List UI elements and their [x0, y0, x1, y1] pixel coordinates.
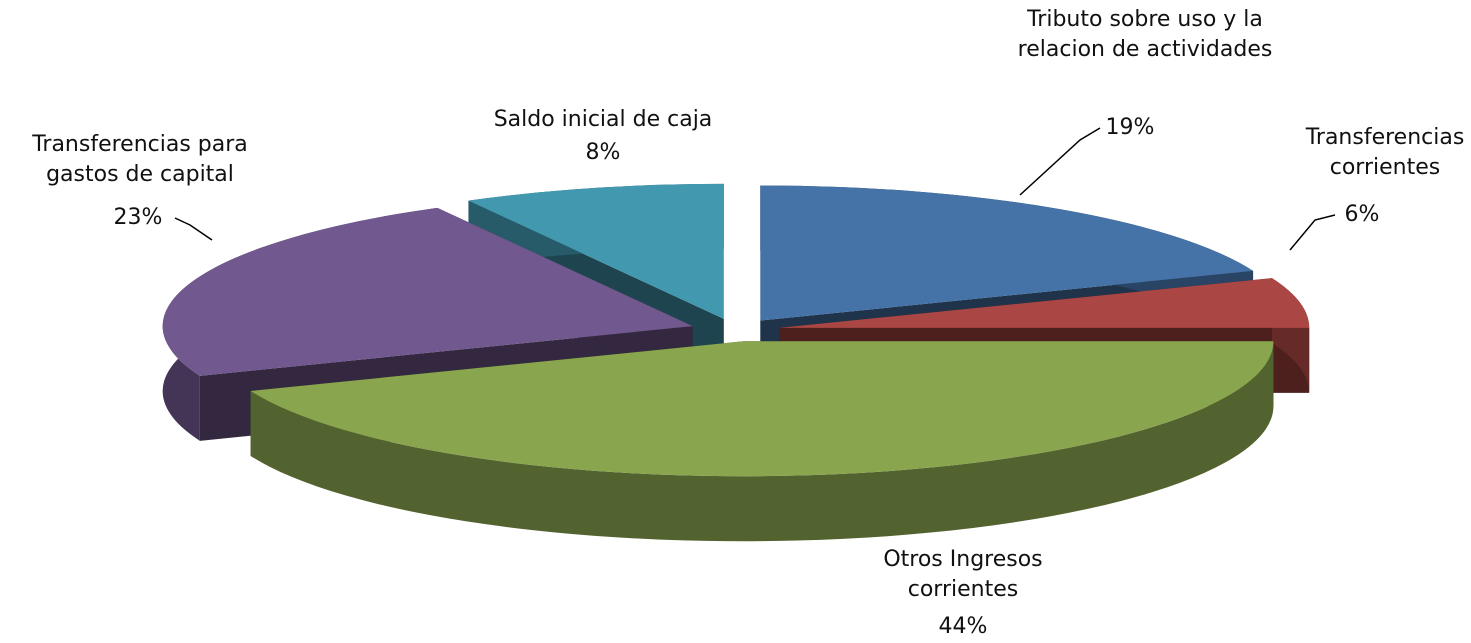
slice-label: Tributo sobre uso y la relacion de activ…: [1017, 7, 1273, 62]
slice: [760, 185, 1254, 321]
slice: [779, 278, 1310, 328]
slice-side: [250, 341, 1274, 542]
slice-label: Transferencias para gastos de capital: [32, 132, 248, 187]
slice-label: Saldo inicial de caja: [493, 107, 713, 132]
slice: [468, 183, 724, 319]
leader-line: [1019, 127, 1101, 196]
slice: [250, 341, 1274, 542]
slice-value-label: 6%: [1344, 202, 1380, 227]
slice: [162, 207, 693, 376]
leader-line: [1289, 214, 1336, 251]
slice: [250, 341, 1274, 477]
slice-label: Transferencias corrientes: [1305, 125, 1465, 180]
slice-label: Otros Ingresos corrientes: [883, 547, 1043, 602]
leader-line: [174, 217, 213, 241]
slice-value-label: 19%: [1105, 115, 1155, 140]
slice-value-label: 8%: [585, 140, 621, 165]
slice-value-label: 44%: [938, 614, 988, 639]
slice-value-label: 23%: [113, 205, 163, 230]
